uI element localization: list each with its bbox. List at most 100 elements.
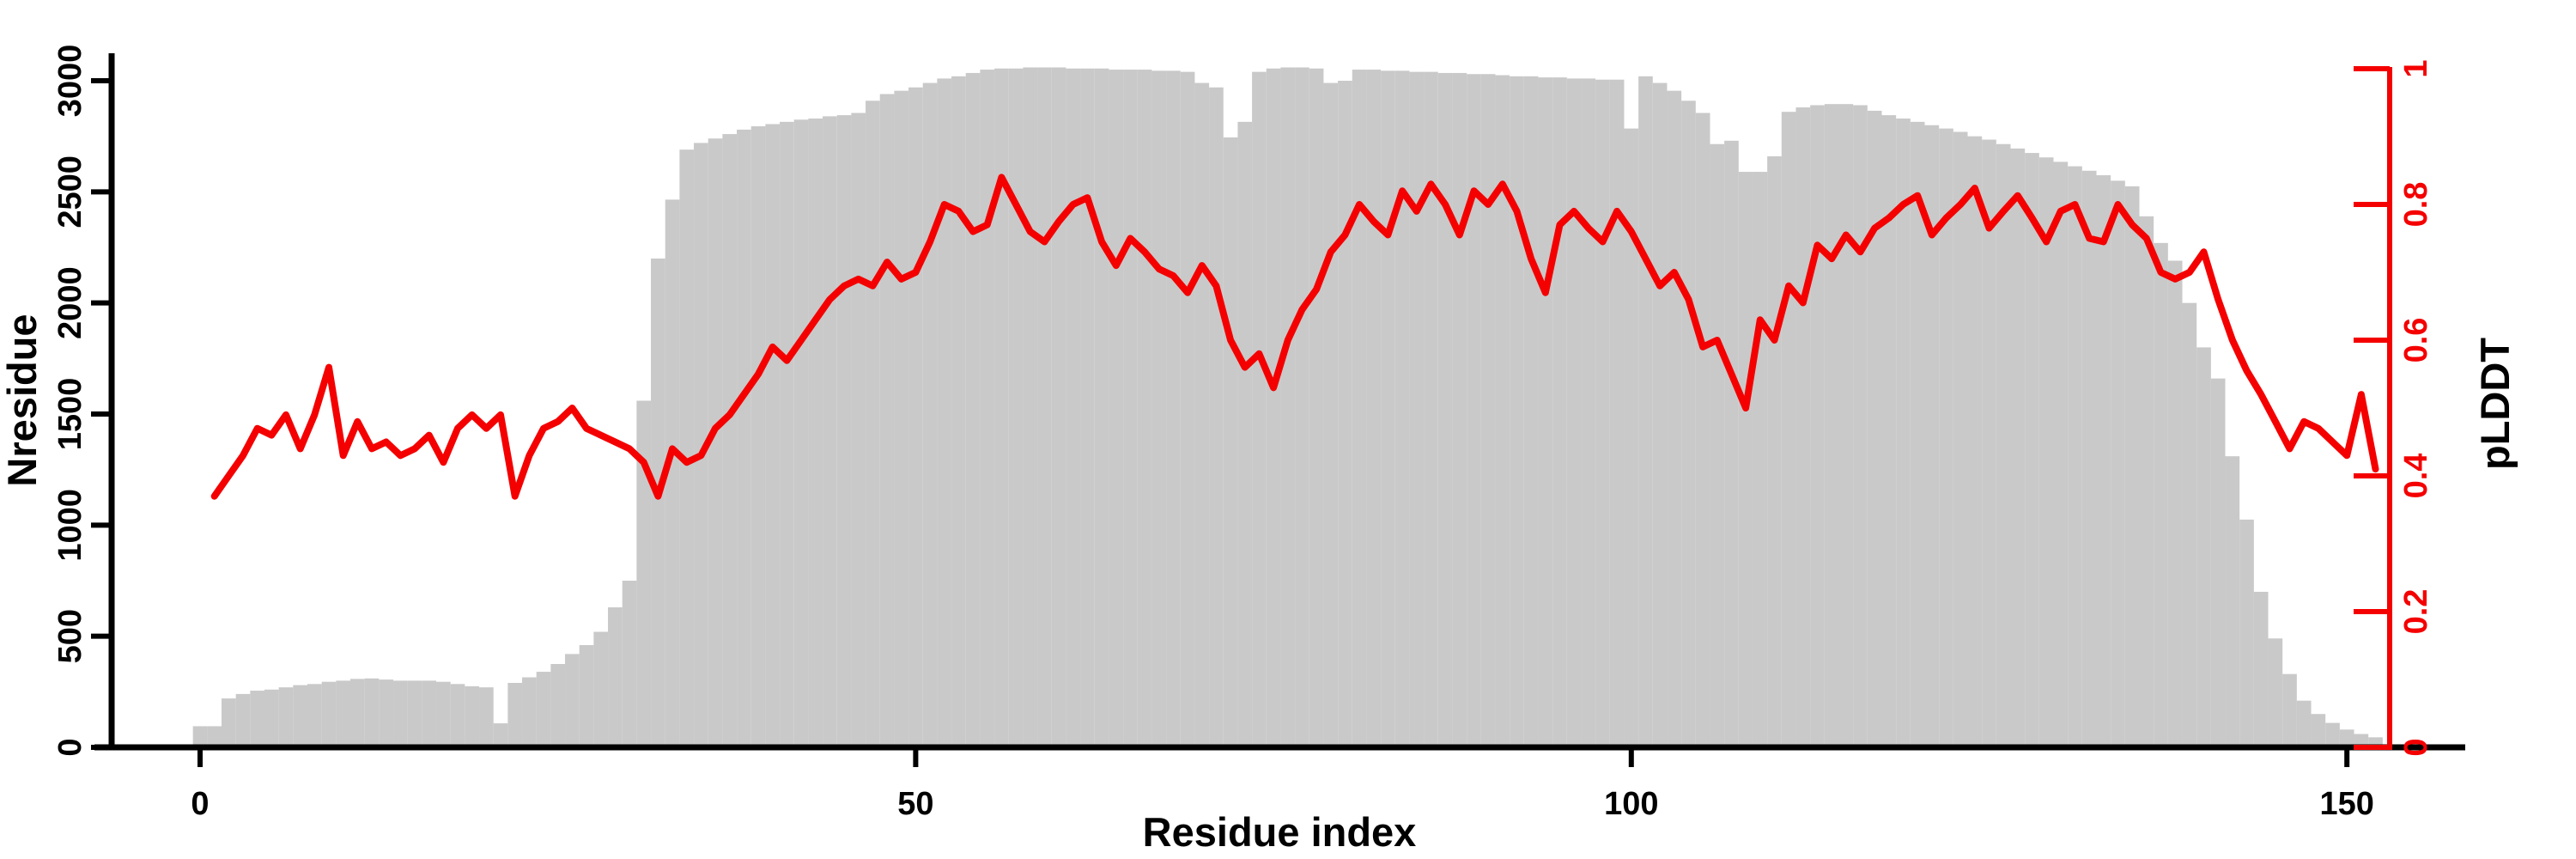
nresidue-bar xyxy=(879,94,895,747)
nresidue-bar xyxy=(1252,71,1267,747)
nresidue-bar xyxy=(2282,673,2297,747)
nresidue-bar xyxy=(522,677,537,747)
y-right-tick-label: 0.4 xyxy=(2398,454,2434,499)
nresidue-bar xyxy=(2325,722,2340,747)
nresidue-bar xyxy=(2239,519,2254,747)
nresidue-bar xyxy=(1394,70,1410,748)
nresidue-bar xyxy=(922,82,938,748)
nresidue-bar xyxy=(1753,172,1768,748)
nresidue-bar xyxy=(765,124,781,747)
nresidue-bar xyxy=(1939,128,1953,748)
nresidue-bar xyxy=(579,645,594,747)
nresidue-bar xyxy=(1151,70,1167,748)
y-right-tick-label: 0 xyxy=(2398,738,2434,756)
nresidue-bar xyxy=(507,682,523,747)
nresidue-bar xyxy=(2296,700,2312,747)
nresidue-bar xyxy=(1123,70,1138,747)
y-right-tick-label: 0.8 xyxy=(2398,182,2434,228)
nresidue-bar xyxy=(1824,104,1839,747)
nresidue-bar xyxy=(465,685,480,747)
nresidue-bar xyxy=(823,116,837,747)
nresidue-bar xyxy=(393,680,408,747)
x-axis: 0 50 100 150 xyxy=(94,744,2465,822)
nresidue-bar xyxy=(1609,79,1625,747)
nresidue-bar xyxy=(1896,118,1911,748)
nresidue-bar xyxy=(1853,105,1868,747)
nresidue-bar xyxy=(694,143,708,747)
nresidue-bar xyxy=(364,678,380,747)
nresidue-bar xyxy=(894,90,909,747)
nresidue-bar xyxy=(1480,74,1496,748)
nresidue-bar xyxy=(450,684,465,747)
nresidue-bar xyxy=(1552,77,1567,748)
nresidue-bar xyxy=(2010,148,2026,747)
nresidue-bar xyxy=(1495,75,1510,747)
nresidue-bar xyxy=(1180,71,1195,747)
nresidue-bar xyxy=(1638,76,1653,747)
nresidue-bar xyxy=(1409,71,1425,747)
nresidue-bar xyxy=(1023,67,1038,748)
nresidue-bar xyxy=(808,118,823,748)
nresidue-bar xyxy=(2111,180,2125,747)
nresidue-bar xyxy=(1309,68,1324,747)
nresidue-bar xyxy=(1424,71,1438,747)
nresidue-bar xyxy=(1838,104,1854,747)
plddt-line-series xyxy=(210,174,2379,500)
nresidue-bar xyxy=(780,121,794,748)
nresidue-bar xyxy=(1767,155,1782,747)
nresidue-bar xyxy=(2096,174,2111,747)
nresidue-bar xyxy=(407,680,422,747)
nresidue-bar xyxy=(207,726,222,747)
nresidue-bar xyxy=(2053,161,2069,747)
y-left-tick-label: 1000 xyxy=(52,489,88,562)
nresidue-bar xyxy=(350,679,365,747)
nresidue-bar xyxy=(1566,78,1582,747)
nresidue-bar xyxy=(1881,115,1897,748)
nresidue-bar xyxy=(2182,302,2197,747)
nresidue-bar xyxy=(321,681,337,747)
nresidue-bar xyxy=(1166,70,1181,748)
nresidue-bar xyxy=(593,631,609,747)
nresidue-bar xyxy=(965,72,981,747)
nresidue-bar xyxy=(1652,82,1668,748)
nresidue-bar xyxy=(1381,70,1395,748)
nresidue-bar xyxy=(1366,70,1382,747)
nresidue-bar xyxy=(1209,87,1224,747)
nresidue-bar xyxy=(866,101,880,747)
nresidue-bar xyxy=(708,138,723,747)
nresidue-bar xyxy=(2311,714,2326,747)
y-left-tick-label: 2000 xyxy=(52,266,88,339)
nresidue-bar xyxy=(2354,734,2369,747)
nresidue-bar xyxy=(1982,139,1996,748)
nresidue-bar xyxy=(1996,143,2011,748)
nresidue-bar xyxy=(1810,105,1825,747)
nresidue-bar xyxy=(1080,68,1095,747)
nresidue-bar xyxy=(2038,157,2054,748)
nresidue-bar xyxy=(836,115,852,748)
y-left-tick-label: 3000 xyxy=(52,45,88,118)
nresidue-bar xyxy=(1437,72,1453,747)
x-axis-title: Residue index xyxy=(1143,809,1417,855)
nresidue-bar xyxy=(750,126,766,747)
nresidue-bar xyxy=(1867,110,1882,748)
nresidue-bar xyxy=(235,693,251,747)
nresidue-bar xyxy=(1223,137,1238,747)
nresidue-bar xyxy=(679,149,695,747)
nresidue-bar xyxy=(1781,112,1796,747)
nresidue-bar xyxy=(1667,90,1682,747)
nresidue-bar xyxy=(1338,81,1352,747)
y-axis-left-title: Nresidue xyxy=(0,314,45,486)
nresidue-bar xyxy=(2124,186,2140,747)
y-axis-right: 0 0.2 0.4 0.6 0.8 1 xyxy=(2354,59,2434,757)
nresidue-bar xyxy=(1910,121,1925,748)
y-axis-left: 0 500 1000 1500 2000 2500 3000 xyxy=(52,45,115,757)
nresidue-bar xyxy=(536,672,551,747)
nresidue-bar xyxy=(1037,67,1052,748)
nresidue-bar xyxy=(1953,131,1968,748)
nresidue-bar xyxy=(222,698,236,747)
nresidue-bar xyxy=(1795,107,1811,748)
nresidue-bar xyxy=(2154,242,2168,748)
nresidue-bar xyxy=(908,87,923,747)
x-tick-label: 100 xyxy=(1604,786,1658,822)
